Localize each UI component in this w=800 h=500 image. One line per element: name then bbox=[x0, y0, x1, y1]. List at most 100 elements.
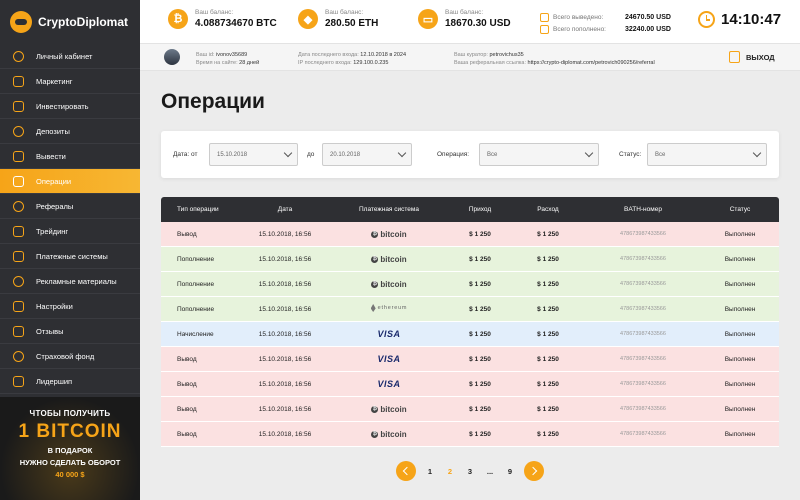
sidebar-item[interactable]: Депозиты bbox=[0, 119, 140, 144]
table-header: Тип операции Дата Платежная система Прих… bbox=[161, 197, 779, 222]
table-row: Вывод 15.10.2018, 16:56 ₿ bitcoin $ 1 250 $ 1… bbox=[161, 397, 779, 422]
payment-system-name: bitcoin bbox=[380, 254, 407, 264]
cell-status: Выполнен bbox=[724, 355, 756, 363]
sidebar-item[interactable]: Платежные системы bbox=[0, 244, 140, 269]
deposited-icon bbox=[540, 24, 549, 34]
sidebar-item-label: Лидершип bbox=[36, 376, 73, 386]
sidebar-item-label: Платежные системы bbox=[36, 251, 108, 261]
cell-bath: 478673987433566 bbox=[620, 431, 666, 437]
page-number[interactable]: 3 bbox=[467, 466, 473, 476]
sidebar-item[interactable]: Вывести bbox=[0, 144, 140, 169]
curator-label: Ваш куратор: bbox=[454, 52, 488, 58]
cell-status: Выполнен bbox=[724, 430, 756, 438]
visa-logo: VISA bbox=[377, 379, 401, 389]
sidebar-item[interactable]: Настройки bbox=[0, 294, 140, 319]
cell-date: 15.10.2018, 16:56 bbox=[258, 305, 312, 313]
sidebar-item[interactable]: Маркетинг bbox=[0, 69, 140, 94]
cell-status: Выполнен bbox=[724, 230, 756, 238]
bitcoin-icon: ₿ bbox=[371, 280, 379, 288]
sidebar-item[interactable]: Отзывы bbox=[0, 319, 140, 344]
operation-select[interactable]: Все bbox=[479, 143, 599, 166]
withdrawn-icon bbox=[540, 12, 549, 22]
sidebar-item[interactable]: Личный кабинет bbox=[0, 44, 140, 69]
sidebar-item-label: Трейдинг bbox=[36, 226, 69, 236]
cell-system: VISA bbox=[329, 329, 449, 339]
cell-system: ethereum bbox=[329, 304, 449, 314]
bitcoin-icon: ₿ bbox=[371, 405, 379, 413]
cell-system: ₿ bitcoin bbox=[329, 430, 449, 439]
referral-link[interactable]: https://crypto-diplomat.com/petrovich090… bbox=[527, 60, 655, 66]
ethereum-icon bbox=[370, 304, 376, 312]
cell-expense: $ 1 250 bbox=[537, 430, 559, 438]
user-icon bbox=[13, 50, 24, 62]
date-to-value: 20.10.2018 bbox=[330, 151, 361, 158]
promo-line-4: НУЖНО СДЕЛАТЬ ОБОРОТ bbox=[19, 458, 121, 467]
last-ip-label: IP последнего входа: bbox=[298, 60, 352, 66]
avatar[interactable] bbox=[164, 49, 180, 65]
deposited-value: 32240.00 USD bbox=[625, 25, 671, 33]
cell-date: 15.10.2018, 16:56 bbox=[258, 430, 312, 438]
user-id-label: Ваш id: bbox=[196, 52, 215, 58]
header-system: Платежная система bbox=[359, 206, 419, 213]
next-page-button[interactable] bbox=[524, 461, 544, 481]
withdrawn-label: Всего выведено: bbox=[553, 13, 604, 21]
sidebar-item[interactable]: Страховой фонд bbox=[0, 344, 140, 369]
cell-expense: $ 1 250 bbox=[537, 355, 559, 363]
cell-type: Вывод bbox=[177, 355, 197, 363]
table-row: Пополнение 15.10.2018, 16:56 ₿ bitcoin $ 1 2… bbox=[161, 272, 779, 297]
sidebar-item-label: Отзывы bbox=[36, 326, 64, 336]
clock-icon bbox=[698, 11, 715, 28]
page-number[interactable]: 9 bbox=[507, 466, 513, 476]
logo[interactable]: CryptoDiplomat bbox=[0, 0, 140, 44]
status-select[interactable]: Все bbox=[647, 143, 767, 166]
table-body: Вывод 15.10.2018, 16:56 ₿ bitcoin $ 1 250 $ 1… bbox=[161, 222, 779, 447]
time-on-site-label: Время на сайте: bbox=[196, 60, 238, 66]
page-number[interactable]: 1 bbox=[427, 466, 433, 476]
cell-status: Выполнен bbox=[724, 405, 756, 413]
sidebar-item[interactable]: Рекламные материалы bbox=[0, 269, 140, 294]
balance-eth: ◆ Ваш баланс: 280.50 ETH bbox=[298, 9, 378, 29]
page-number[interactable]: 2 bbox=[447, 466, 453, 476]
filters-panel: Дата: от 15.10.2018 до 20.10.2018 Операц… bbox=[161, 131, 779, 178]
cell-type: Вывод bbox=[177, 430, 197, 438]
balance-value: 18670.30 USD bbox=[445, 18, 511, 29]
bitcoin-icon: ₿ bbox=[371, 430, 379, 438]
date-to-select[interactable]: 20.10.2018 bbox=[322, 143, 412, 166]
cell-status: Выполнен bbox=[724, 280, 756, 288]
referrals-icon bbox=[13, 200, 24, 212]
cell-status: Выполнен bbox=[724, 255, 756, 263]
logout-button[interactable]: ВЫХОД bbox=[729, 51, 775, 63]
cell-type: Начисление bbox=[177, 330, 214, 338]
chevron-down-icon bbox=[397, 148, 407, 158]
user-info: Ваш id: ivonov35689 Время на сайте: 28 д… bbox=[196, 51, 259, 67]
promo-line-3: В ПОДАРОК bbox=[47, 446, 93, 455]
sidebar-item[interactable]: Инвестировать bbox=[0, 94, 140, 119]
cell-system: VISA bbox=[329, 379, 449, 389]
cell-expense: $ 1 250 bbox=[537, 230, 559, 238]
header-status: Статус bbox=[729, 206, 751, 213]
cell-bath: 478673987433566 bbox=[620, 281, 666, 287]
cell-income: $ 1 250 bbox=[469, 380, 491, 388]
sidebar: CryptoDiplomat Личный кабинет Маркетинг Ин… bbox=[0, 0, 140, 500]
withdrawn-value: 24670.50 USD bbox=[625, 13, 671, 21]
sidebar-item[interactable]: Лидершип bbox=[0, 369, 140, 394]
balance-value: 4.088734670 BTC bbox=[195, 18, 277, 29]
operations-table: Тип операции Дата Платежная система Прих… bbox=[161, 197, 779, 447]
balance-label: Ваш баланс: bbox=[325, 9, 364, 16]
cell-income: $ 1 250 bbox=[469, 230, 491, 238]
sidebar-item-label: Депозиты bbox=[36, 126, 70, 136]
prev-page-button[interactable] bbox=[396, 461, 416, 481]
sidebar-item[interactable]: Рефералы bbox=[0, 194, 140, 219]
sidebar-item[interactable]: Операции bbox=[0, 169, 140, 194]
cell-expense: $ 1 250 bbox=[537, 405, 559, 413]
sidebar-item[interactable]: Трейдинг bbox=[0, 219, 140, 244]
cell-type: Вывод bbox=[177, 380, 197, 388]
ad-materials-icon bbox=[13, 275, 24, 287]
bitcoin-logo: ₿ bitcoin bbox=[371, 430, 407, 439]
cell-income: $ 1 250 bbox=[469, 255, 491, 263]
promo-banner[interactable]: ЧТОБЫ ПОЛУЧИТЬ 1 BITCOIN В ПОДАРОК НУЖНО… bbox=[0, 397, 140, 500]
date-from-select[interactable]: 15.10.2018 bbox=[209, 143, 298, 166]
cell-expense: $ 1 250 bbox=[537, 380, 559, 388]
chevron-down-icon bbox=[752, 148, 762, 158]
cell-type: Пополнение bbox=[177, 280, 215, 288]
